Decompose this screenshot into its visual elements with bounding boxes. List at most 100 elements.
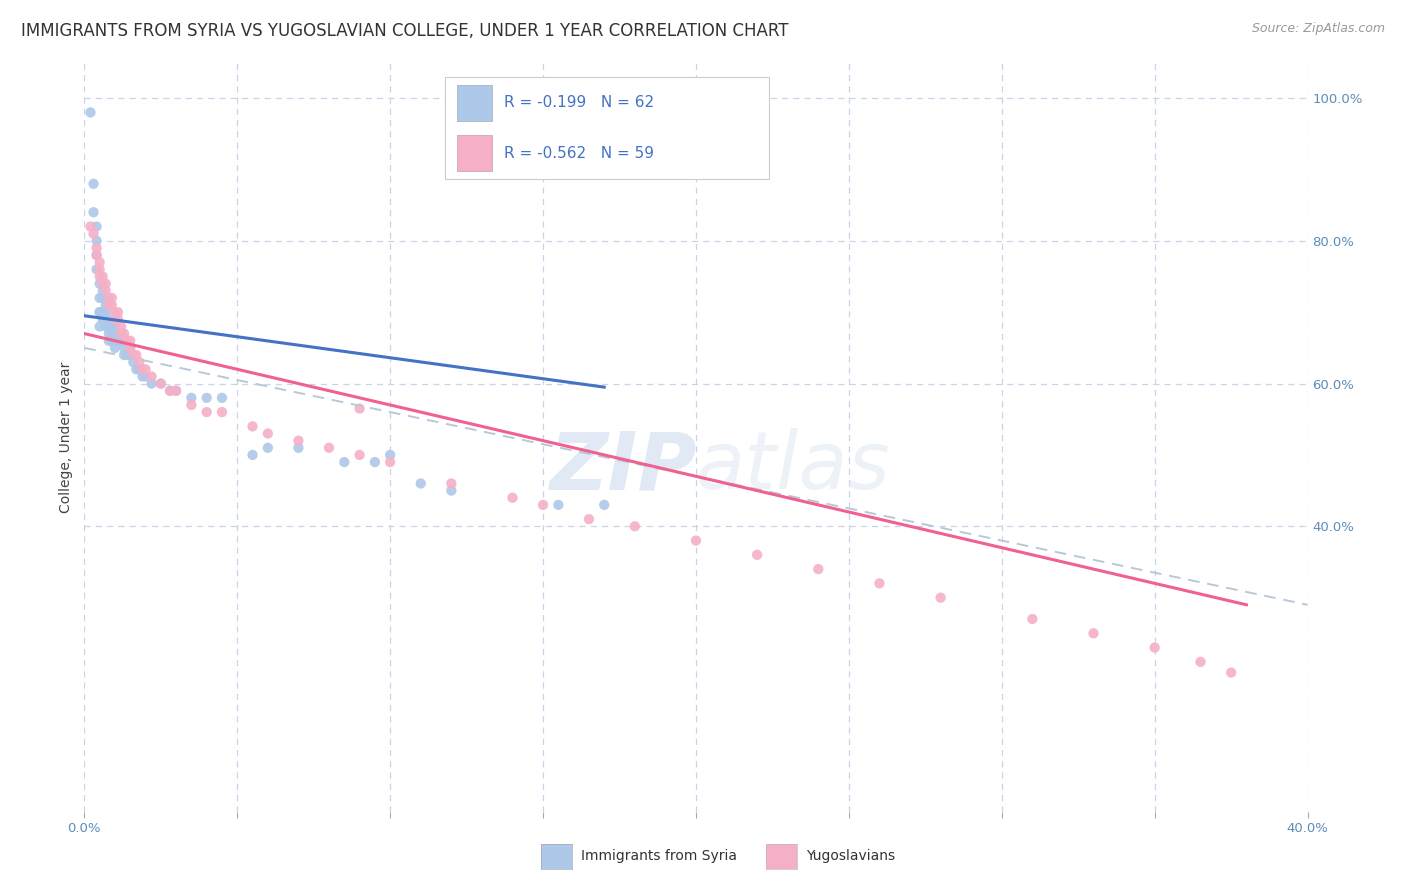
Point — [97, 291, 120, 305]
Point — [107, 326, 129, 341]
Point — [149, 376, 172, 391]
Point — [104, 312, 127, 326]
Point — [107, 312, 129, 326]
Text: Yugoslavians: Yugoslavians — [806, 849, 894, 863]
Point — [94, 312, 117, 326]
Point — [578, 512, 600, 526]
Point — [94, 284, 117, 298]
Point — [91, 291, 114, 305]
Point — [110, 326, 132, 341]
Point — [94, 277, 117, 291]
Point — [89, 277, 111, 291]
Point — [128, 355, 150, 369]
Point — [91, 284, 114, 298]
Text: IMMIGRANTS FROM SYRIA VS YUGOSLAVIAN COLLEGE, UNDER 1 YEAR CORRELATION CHART: IMMIGRANTS FROM SYRIA VS YUGOSLAVIAN COL… — [21, 22, 789, 40]
Point — [1021, 612, 1043, 626]
Point — [86, 241, 108, 255]
Point — [79, 219, 101, 234]
Point — [409, 476, 432, 491]
Point — [91, 277, 114, 291]
Point — [318, 441, 340, 455]
Point — [593, 498, 616, 512]
Text: R = -0.562   N = 59: R = -0.562 N = 59 — [503, 145, 654, 161]
Point — [929, 591, 952, 605]
Point — [112, 348, 135, 362]
Point — [180, 391, 202, 405]
Point — [94, 298, 117, 312]
Point — [135, 369, 157, 384]
Point — [94, 291, 117, 305]
Point — [104, 305, 127, 319]
Point — [86, 234, 108, 248]
Point — [89, 305, 111, 319]
Point — [242, 448, 264, 462]
Point — [211, 405, 233, 419]
Text: R = -0.199   N = 62: R = -0.199 N = 62 — [503, 95, 654, 111]
Point — [89, 305, 111, 319]
Point — [104, 319, 127, 334]
Point — [257, 441, 280, 455]
Point — [79, 105, 101, 120]
Text: ZIP: ZIP — [548, 428, 696, 506]
Point — [1220, 665, 1243, 680]
Point — [1083, 626, 1105, 640]
Point — [107, 305, 129, 319]
Point — [149, 376, 172, 391]
Point — [287, 441, 309, 455]
Point — [125, 362, 148, 376]
Point — [120, 341, 142, 355]
Point — [195, 391, 218, 405]
Point — [122, 348, 145, 362]
Point — [257, 426, 280, 441]
Text: Source: ZipAtlas.com: Source: ZipAtlas.com — [1251, 22, 1385, 36]
Point — [91, 312, 114, 326]
Point — [440, 476, 463, 491]
Point — [104, 326, 127, 341]
Point — [83, 227, 105, 241]
Point — [120, 341, 142, 355]
Point — [364, 455, 387, 469]
Point — [94, 305, 117, 319]
Point — [86, 248, 108, 262]
Point — [97, 319, 120, 334]
Point — [101, 334, 124, 348]
Bar — [457, 135, 492, 171]
Point — [94, 319, 117, 334]
Point — [97, 298, 120, 312]
Point — [97, 312, 120, 326]
Point — [1143, 640, 1166, 655]
Point — [89, 291, 111, 305]
Point — [869, 576, 891, 591]
Point — [1189, 655, 1212, 669]
Point — [83, 205, 105, 219]
Point — [122, 355, 145, 369]
Point — [110, 334, 132, 348]
FancyBboxPatch shape — [446, 78, 769, 178]
Point — [101, 326, 124, 341]
Point — [685, 533, 707, 548]
Point — [380, 455, 402, 469]
Point — [141, 376, 163, 391]
Point — [89, 319, 111, 334]
Point — [165, 384, 187, 398]
Point — [120, 334, 142, 348]
Point — [115, 334, 138, 348]
Point — [195, 405, 218, 419]
Point — [531, 498, 554, 512]
Text: atlas: atlas — [696, 428, 891, 506]
Point — [131, 369, 153, 384]
Point — [104, 341, 127, 355]
Point — [89, 262, 111, 277]
Point — [131, 362, 153, 376]
Point — [333, 455, 356, 469]
Point — [101, 319, 124, 334]
Bar — [457, 85, 492, 121]
Point — [91, 269, 114, 284]
Point — [112, 326, 135, 341]
Point — [502, 491, 524, 505]
Point — [807, 562, 830, 576]
Point — [135, 362, 157, 376]
Point — [86, 262, 108, 277]
Point — [97, 334, 120, 348]
Point — [89, 255, 111, 269]
